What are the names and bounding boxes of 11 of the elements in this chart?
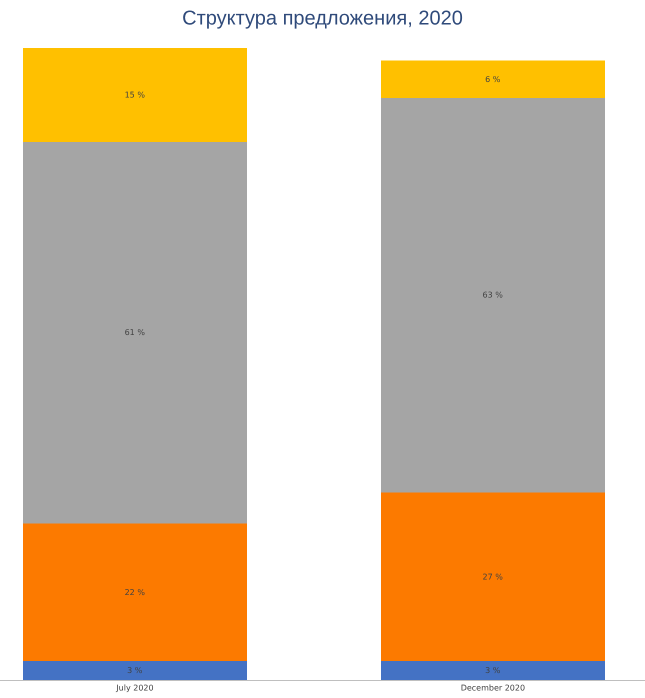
x-tick-label: December 2020 xyxy=(460,684,526,693)
data-label: 22 % xyxy=(124,588,146,597)
data-label: 6 % xyxy=(485,74,501,84)
data-label: 3 % xyxy=(485,666,501,676)
data-label: 3 % xyxy=(127,666,143,676)
data-label: 27 % xyxy=(482,572,504,582)
data-label: 63 % xyxy=(482,290,504,300)
chart-title: Структура предложения, 2020 xyxy=(182,7,463,30)
data-label: 15 % xyxy=(124,90,146,100)
data-label: 61 % xyxy=(124,328,146,338)
x-tick-label: July 2020 xyxy=(115,684,154,693)
